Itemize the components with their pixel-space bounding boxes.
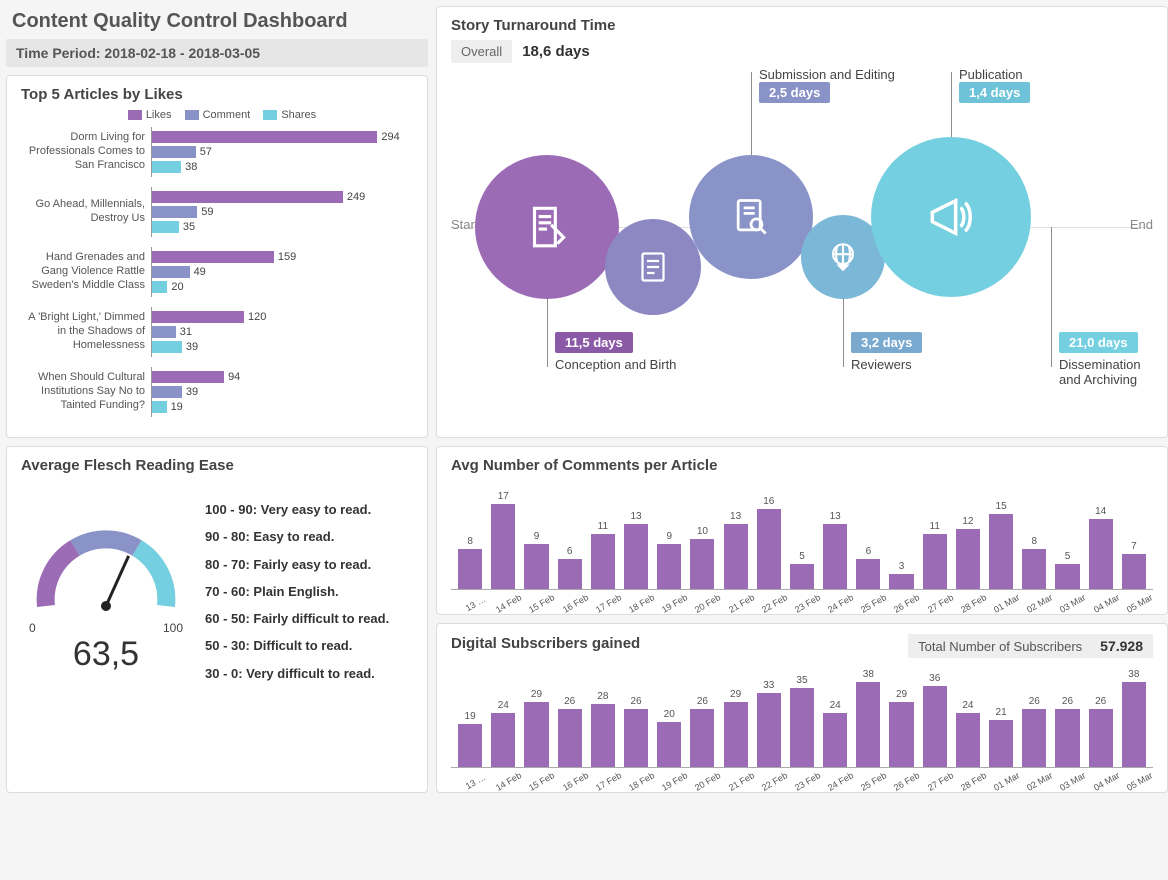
bar-col: 24 — [953, 700, 983, 767]
bar-col: 5 — [1052, 551, 1082, 589]
top5-row: Go Ahead, Millennials, Destroy Us2495935 — [21, 187, 413, 237]
bar-col: 26 — [1052, 696, 1082, 768]
bar-col: 26 — [687, 696, 717, 768]
bar-col: 19 — [455, 711, 485, 767]
bar-col: 15 — [986, 501, 1016, 589]
top5-articles-card: Top 5 Articles by Likes Likes Comment Sh… — [6, 75, 428, 438]
dashboard-title: Content Quality Control Dashboard — [6, 6, 428, 39]
turnaround-stage-circle — [871, 137, 1031, 297]
top5-article-label: Dorm Living for Professionals Comes to S… — [21, 131, 151, 172]
turnaround-stage-label: Publication1,4 days — [959, 67, 1030, 107]
turnaround-stage-label: 21,0 daysDissemination and Archiving — [1059, 332, 1153, 387]
bar-col: 28 — [588, 691, 618, 767]
bar-col: 6 — [555, 546, 585, 589]
flesch-card: Average Flesch Reading Ease 0100 63,5 10… — [6, 446, 428, 793]
bar-col: 8 — [455, 536, 485, 589]
turnaround-overall-value: 18,6 days — [522, 43, 590, 60]
top5-rows: Dorm Living for Professionals Comes to S… — [21, 127, 413, 417]
top5-row: Hand Grenades and Gang Violence Rattle S… — [21, 247, 413, 297]
bar-col: 16 — [754, 496, 784, 589]
bar-col: 12 — [953, 516, 983, 589]
flesch-title: Average Flesch Reading Ease — [21, 457, 413, 474]
turnaround-stage-label: Submission and Editing2,5 days — [759, 67, 895, 107]
bar-col: 20 — [654, 709, 684, 767]
turnaround-stage-label: 3,2 daysReviewers — [851, 332, 922, 372]
turnaround-stage-label: 11,5 daysConception and Birth — [555, 332, 676, 372]
bar-col: 21 — [986, 707, 1016, 767]
bar-col: 11 — [920, 521, 950, 589]
flesch-value: 63,5 — [21, 635, 191, 674]
top5-article-label: A 'Bright Light,' Dimmed in the Shadows … — [21, 311, 151, 352]
turnaround-overall-label: Overall — [451, 40, 512, 63]
flesch-gauge: 0100 63,5 — [21, 496, 191, 687]
legend-swatch-shares — [263, 110, 277, 120]
subs-title: Digital Subscribers gained — [451, 635, 640, 652]
bar-col: 13 — [721, 511, 751, 589]
top5-row: A 'Bright Light,' Dimmed in the Shadows … — [21, 307, 413, 357]
bar-col: 26 — [621, 696, 651, 768]
flesch-scale-list: 100 - 90: Very easy to read.90 - 80: Eas… — [205, 496, 389, 687]
top5-article-label: Go Ahead, Millennials, Destroy Us — [21, 198, 151, 226]
top5-title: Top 5 Articles by Likes — [21, 86, 413, 103]
bar-col: 14 — [1086, 506, 1116, 589]
bar-col: 13 — [621, 511, 651, 589]
bar-col: 11 — [588, 521, 618, 589]
subs-bars: 1924292628262026293335243829362421262626… — [451, 658, 1153, 768]
bar-col: 29 — [886, 689, 916, 767]
bar-col: 17 — [488, 491, 518, 589]
top5-row: Dorm Living for Professionals Comes to S… — [21, 127, 413, 177]
legend-swatch-comments — [185, 110, 199, 120]
dashboard-header: Content Quality Control Dashboard Time P… — [6, 6, 428, 67]
bar-col: 3 — [886, 561, 916, 589]
gauge-svg — [21, 496, 191, 626]
avg-comments-bars: 81796111391013165136311121585147 — [451, 480, 1153, 590]
subs-card: Digital Subscribers gained Total Number … — [436, 623, 1168, 793]
bar-col: 8 — [1019, 536, 1049, 589]
bar-col: 7 — [1119, 541, 1149, 589]
bar-col: 29 — [721, 689, 751, 767]
top5-article-label: When Should Cultural Institutions Say No… — [21, 371, 151, 412]
turnaround-stage-circle — [475, 155, 619, 299]
bar-col: 36 — [920, 673, 950, 767]
bar-col: 13 — [820, 511, 850, 589]
bar-col: 9 — [521, 531, 551, 589]
bar-col: 26 — [555, 696, 585, 768]
avg-comments-title: Avg Number of Comments per Article — [451, 457, 1153, 474]
gauge-needle — [99, 554, 133, 613]
bar-col: 9 — [654, 531, 684, 589]
time-period-pill: Time Period: 2018-02-18 - 2018-03-05 — [6, 39, 428, 67]
turnaround-canvas: Start End 11,5 daysConception and BirthS… — [451, 67, 1153, 397]
bar-col: 38 — [853, 669, 883, 768]
top5-row: When Should Cultural Institutions Say No… — [21, 367, 413, 417]
bar-col: 24 — [488, 700, 518, 767]
bar-col: 38 — [1119, 669, 1149, 768]
bar-col: 6 — [853, 546, 883, 589]
bar-col: 10 — [687, 526, 717, 589]
bar-col: 26 — [1019, 696, 1049, 768]
bar-col: 24 — [820, 700, 850, 767]
turnaround-card: Story Turnaround Time Overall 18,6 days … — [436, 6, 1168, 438]
top5-article-label: Hand Grenades and Gang Violence Rattle S… — [21, 251, 151, 292]
legend-swatch-likes — [128, 110, 142, 120]
subs-xaxis: 13 …14 Feb15 Feb16 Feb17 Feb18 Feb19 Feb… — [451, 768, 1153, 782]
bar-col: 29 — [521, 689, 551, 767]
bar-col: 33 — [754, 680, 784, 767]
bar-col: 35 — [787, 675, 817, 767]
bar-col: 5 — [787, 551, 817, 589]
turnaround-stage-circle — [689, 155, 813, 279]
top5-legend: Likes Comment Shares — [21, 109, 413, 121]
turnaround-end: End — [1130, 217, 1153, 232]
avg-comments-card: Avg Number of Comments per Article 81796… — [436, 446, 1168, 615]
bar-col: 26 — [1086, 696, 1116, 768]
turnaround-stage-circle — [605, 219, 701, 315]
avg-comments-xaxis: 13 …14 Feb15 Feb16 Feb17 Feb18 Feb19 Feb… — [451, 590, 1153, 604]
turnaround-title: Story Turnaround Time — [451, 17, 1153, 34]
subs-total: Total Number of Subscribers57.928 — [908, 634, 1153, 658]
